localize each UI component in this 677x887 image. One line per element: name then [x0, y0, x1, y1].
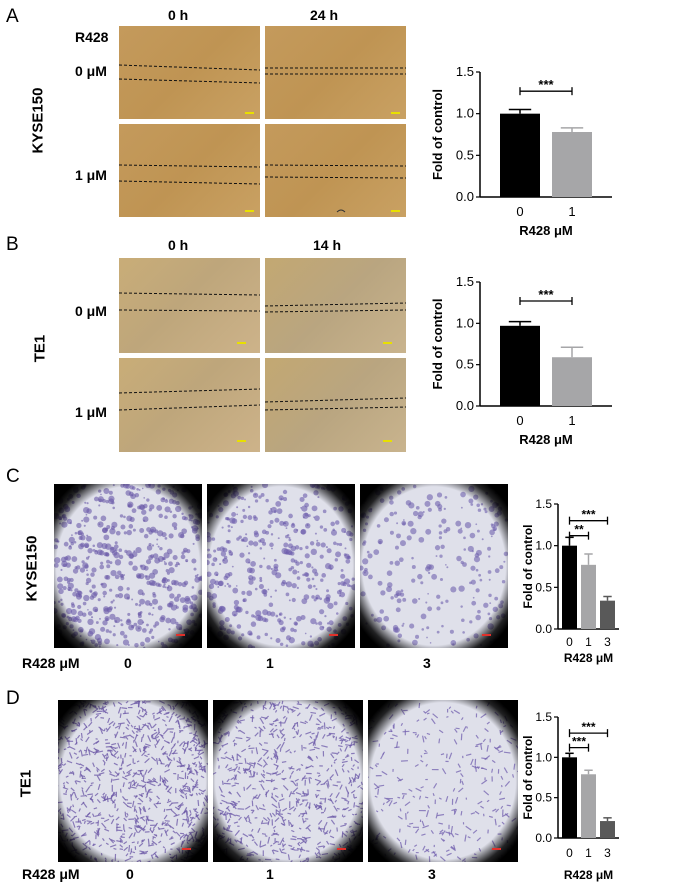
- bar-c-1: [581, 564, 596, 629]
- transwell-image-c-1: [207, 484, 355, 648]
- wound-image-b-14h-0um: [265, 258, 406, 353]
- sig-label-b-0: ***: [538, 287, 554, 302]
- y-tick-label-d-3: 1.5: [535, 710, 552, 724]
- wound-image-a-24h-1um: [265, 124, 406, 217]
- dose-label-c-0: 0: [124, 655, 132, 671]
- cell-line-label-d: TE1: [17, 769, 35, 798]
- bar-b-1: [552, 357, 592, 406]
- y-tick-label-d-0: 0.0: [535, 831, 552, 845]
- y-tick-label-a-3: 1.5: [456, 64, 474, 79]
- time-header-a-0: 0 h: [168, 7, 189, 23]
- y-tick-label-b-2: 1.0: [456, 315, 474, 330]
- bar-chart-a: 0.0 0.5 1.0 1.5 Fold of control 0 1 R428 μM ***: [430, 64, 612, 238]
- category-label-b-1: 1: [568, 413, 575, 428]
- x-axis-label-b: R428 μM: [519, 432, 572, 447]
- dose-label-c-1: 1: [266, 655, 274, 671]
- bar-chart-b: 0.0 0.5 1.0 1.5 Fold of control 0 1 R428 μM ***: [430, 274, 612, 447]
- y-tick-label-b-1: 0.5: [456, 357, 474, 372]
- sig-label-c-0: **: [574, 523, 584, 537]
- panel-letter-b: B: [6, 234, 19, 255]
- wound-image-b-14h-1um: [265, 358, 406, 452]
- x-axis-label-d: R428 μM: [564, 868, 613, 882]
- y-tick-label-c-1: 0.5: [535, 580, 552, 594]
- row-label-b-1: 1 μM: [75, 404, 107, 420]
- category-label-c-0: 0: [566, 635, 573, 649]
- time-header-b-0: 0 h: [168, 237, 189, 253]
- y-tick-label-a-2: 1.0: [456, 106, 474, 121]
- sig-label-c-1: ***: [581, 508, 595, 522]
- wound-image-b-0h-1um: [119, 358, 260, 452]
- y-axis-label-d: Fold of control: [521, 736, 535, 820]
- panel-letter-a: A: [6, 6, 19, 27]
- bar-d-0: [562, 757, 577, 838]
- dose-label-d-1: 1: [266, 866, 274, 882]
- wound-image-a-24h-0um: [265, 26, 406, 119]
- category-label-d-0: 0: [566, 846, 573, 860]
- sig-label-d-0: ***: [572, 735, 586, 749]
- y-tick-label-c-3: 1.5: [535, 497, 552, 511]
- dose-label-d-0: 0: [126, 866, 134, 882]
- cell-line-label-c: KYSE150: [23, 535, 41, 602]
- y-tick-label-b-0: 0.0: [456, 398, 474, 413]
- sig-label-d-1: ***: [581, 720, 595, 734]
- treatment-label-a: R428: [75, 29, 109, 45]
- x-axis-label-a: R428 μM: [519, 223, 572, 238]
- bar-a-1: [552, 132, 592, 197]
- category-label-d-1: 1: [585, 846, 592, 860]
- transwell-image-d-1: [213, 700, 363, 862]
- y-tick-label-a-0: 0.0: [456, 189, 474, 204]
- bar-b-0: [500, 325, 540, 406]
- row-label-b-0: 0 μM: [75, 303, 107, 319]
- y-tick-label-a-1: 0.5: [456, 147, 474, 162]
- wound-image-a-0h-1um: [119, 124, 260, 217]
- bar-c-2: [600, 600, 615, 629]
- wound-image-a-0h-0um: [119, 26, 260, 119]
- x-axis-label-c: R428 μM: [564, 651, 613, 665]
- cell-line-label-a: KYSE150: [29, 87, 47, 154]
- bar-c-0: [562, 545, 577, 629]
- y-tick-label-b-3: 1.5: [456, 274, 474, 289]
- y-tick-label-c-0: 0.0: [535, 622, 552, 636]
- category-label-d-2: 3: [604, 846, 611, 860]
- dose-label-c-2: 3: [423, 655, 431, 671]
- y-tick-label-c-2: 1.0: [535, 539, 552, 553]
- time-header-a-1: 24 h: [310, 7, 339, 23]
- y-axis-label-b: Fold of control: [430, 299, 445, 390]
- category-label-a-1: 1: [568, 204, 575, 219]
- panel-letter-d: D: [6, 688, 20, 709]
- bar-d-1: [581, 774, 596, 838]
- x-caption-c: R428 μM: [22, 655, 80, 671]
- transwell-image-d-0: [58, 700, 208, 862]
- row-label-a-1: 1 μM: [75, 167, 107, 183]
- category-label-a-0: 0: [516, 204, 523, 219]
- y-axis-label-a: Fold of control: [430, 89, 445, 180]
- panel-letter-c: C: [6, 466, 20, 487]
- wound-image-b-0h-0um: [119, 258, 260, 353]
- row-label-a-0: 0 μM: [75, 63, 107, 79]
- category-label-c-2: 3: [604, 635, 611, 649]
- bar-a-0: [500, 113, 540, 197]
- time-header-b-1: 14 h: [313, 237, 342, 253]
- dose-label-d-2: 3: [428, 866, 436, 882]
- transwell-image-c-3: [360, 484, 508, 648]
- category-label-c-1: 1: [585, 635, 592, 649]
- category-label-b-0: 0: [516, 413, 523, 428]
- y-tick-label-d-2: 1.0: [535, 750, 552, 764]
- sig-label-a-0: ***: [538, 77, 554, 92]
- x-caption-d: R428 μM: [22, 866, 80, 882]
- y-axis-label-c: Fold of control: [521, 525, 535, 609]
- transwell-image-d-3: [368, 700, 518, 862]
- cell-line-label-b: TE1: [31, 334, 49, 363]
- transwell-image-c-0: [54, 484, 202, 648]
- y-tick-label-d-1: 0.5: [535, 791, 552, 805]
- bar-d-2: [600, 821, 615, 838]
